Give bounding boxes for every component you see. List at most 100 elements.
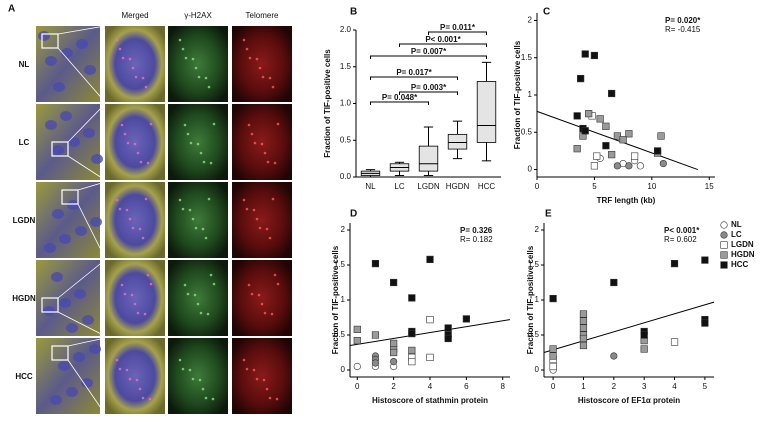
nucleus [74, 289, 86, 299]
foci [135, 378, 139, 382]
nucleus [84, 65, 96, 75]
nucleus [45, 56, 57, 66]
foci [273, 161, 277, 165]
trend-line [543, 301, 715, 353]
point [625, 130, 633, 138]
foci [196, 142, 200, 146]
foci [186, 292, 190, 296]
significance-bracket [399, 43, 487, 47]
foci [146, 161, 150, 165]
foci [133, 302, 137, 306]
micrograph [232, 182, 292, 258]
foci [183, 123, 187, 127]
zoom-line [57, 47, 106, 103]
x-tick-label: LC [394, 182, 404, 191]
point [426, 353, 434, 362]
box [418, 145, 439, 172]
point [426, 255, 434, 264]
point [608, 151, 616, 159]
zoom-line [57, 25, 106, 35]
x-tick-label: LGDN [417, 182, 439, 191]
point [390, 339, 398, 348]
zoom-box [41, 297, 59, 313]
stat-annotation: P= 0.020* [665, 16, 701, 25]
foci [181, 47, 185, 51]
foci [209, 273, 213, 277]
nucleus [52, 209, 64, 219]
foci [263, 151, 267, 155]
foci [141, 396, 145, 400]
nucleus [43, 306, 55, 316]
row-label: NL [19, 60, 30, 69]
zoom-line [57, 259, 106, 299]
foci [212, 282, 216, 286]
point [579, 341, 588, 350]
foci [178, 198, 182, 202]
point [426, 315, 434, 324]
foci [207, 85, 211, 89]
foci [211, 397, 215, 401]
foci [250, 292, 254, 296]
foci [191, 377, 195, 381]
foci [115, 358, 119, 362]
zoom-line [77, 203, 106, 259]
foci [260, 142, 264, 146]
y-tick-label: 0.0 [340, 172, 352, 181]
foci [186, 132, 190, 136]
significance-label: P< 0.001* [425, 35, 461, 44]
panel-label: A [8, 4, 15, 15]
significance-bracket [370, 55, 487, 59]
micrograph [105, 26, 165, 102]
point [581, 50, 589, 58]
row-label: LGDN [13, 216, 36, 225]
point [371, 259, 380, 268]
point [579, 324, 588, 332]
x-tick-label: 5 [703, 382, 708, 391]
legend-marker [720, 251, 728, 259]
foci [242, 358, 246, 362]
point [353, 336, 361, 345]
point [579, 317, 588, 325]
y-axis-label: Fraction of TIF-positive cells [323, 49, 332, 158]
point [596, 115, 604, 123]
zoom-line [67, 359, 106, 415]
y-tick-label: 2 [535, 225, 540, 234]
foci [178, 38, 182, 42]
nucleus [89, 344, 101, 354]
foci [248, 56, 252, 60]
panel-label: E [545, 209, 552, 220]
nucleus [53, 82, 65, 92]
legend-marker [720, 221, 728, 229]
zoom-line [57, 311, 106, 337]
foci [130, 293, 134, 297]
foci [258, 226, 262, 230]
foci [202, 160, 206, 164]
foci [198, 378, 202, 382]
foci [146, 273, 150, 277]
point [579, 334, 588, 343]
foci [265, 227, 269, 231]
point [640, 345, 648, 353]
x-tick-label: HCC [478, 182, 496, 191]
nucleus [75, 226, 87, 236]
point [701, 256, 709, 264]
point [657, 132, 665, 140]
foci [188, 368, 192, 372]
foci [123, 132, 127, 136]
foci [149, 282, 153, 286]
point [444, 334, 452, 343]
significance-bracket [399, 91, 458, 95]
foci [245, 207, 249, 211]
legend-label: HGDN [731, 250, 755, 259]
point [608, 89, 616, 98]
row-label: HGDN [12, 294, 36, 303]
point [390, 348, 398, 357]
point [371, 331, 380, 339]
point [549, 345, 557, 353]
point [636, 162, 644, 170]
significance-bracket [370, 101, 429, 105]
foci [128, 217, 132, 221]
foci [204, 396, 208, 400]
nucleus [51, 272, 63, 282]
zoom-line [67, 337, 106, 347]
